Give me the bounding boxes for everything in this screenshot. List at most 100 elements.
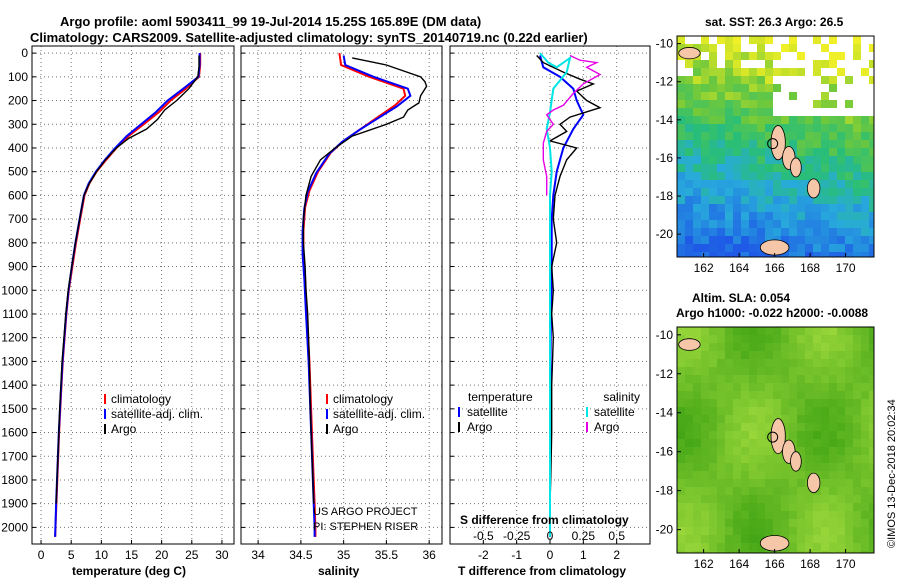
sst_map-cell bbox=[693, 244, 701, 252]
sla_map-cell bbox=[749, 383, 757, 391]
sla_map-cell bbox=[837, 487, 845, 495]
sla_map-cell bbox=[733, 487, 741, 495]
sla-map-subtitle: Argo h1000: -0.022 h2000: -0.0088 bbox=[676, 306, 868, 320]
sla_map-cell bbox=[717, 327, 725, 335]
sla_map-cell bbox=[701, 399, 709, 407]
sst_map-cell bbox=[853, 140, 861, 148]
sla_map-cell bbox=[861, 511, 869, 519]
sla_map-cell bbox=[869, 327, 874, 335]
sla_map-cell bbox=[821, 519, 829, 527]
sst_map-cell bbox=[757, 172, 765, 180]
sst_map-cell bbox=[853, 252, 861, 257]
sla_map-cell bbox=[837, 343, 845, 351]
sst_map-cell bbox=[725, 180, 733, 188]
sla_map-cell bbox=[757, 351, 765, 359]
sla_map-cell bbox=[741, 503, 749, 511]
sla_map-cell bbox=[701, 351, 709, 359]
sla_map-cell bbox=[677, 447, 685, 455]
sla_map-cell bbox=[765, 375, 773, 383]
sst_map-cell bbox=[821, 44, 829, 52]
sst_map-cell bbox=[837, 180, 845, 188]
sst_map-cell bbox=[821, 164, 829, 172]
sla_map-cell bbox=[773, 503, 781, 511]
sla_map-cell bbox=[813, 431, 821, 439]
sla_map-cell bbox=[789, 335, 797, 343]
sla_map-cell bbox=[813, 551, 821, 553]
sst_map-cell bbox=[693, 124, 701, 132]
sla_map-cell bbox=[717, 415, 725, 423]
sla_map-cell bbox=[781, 471, 789, 479]
sst_map-cell bbox=[813, 244, 821, 252]
sla_map-cell bbox=[789, 415, 797, 423]
sla_map-cell bbox=[781, 519, 789, 527]
sla_map-cell bbox=[805, 327, 813, 335]
sst_map-cell bbox=[693, 84, 701, 92]
sst_map-cell bbox=[749, 244, 757, 252]
sla_map-cell bbox=[677, 431, 685, 439]
sla_map-cell bbox=[709, 447, 717, 455]
sst_map-cell bbox=[725, 228, 733, 236]
difference-xtick-label: -1 bbox=[511, 548, 522, 562]
sst_map-cell bbox=[701, 100, 709, 108]
sst_map-cell bbox=[693, 76, 701, 84]
sst_map-cell bbox=[773, 204, 781, 212]
sst_map-cell bbox=[741, 124, 749, 132]
depth-tick-label: 500 bbox=[8, 165, 28, 179]
sla_map-cell bbox=[765, 479, 773, 487]
sla_map-cell bbox=[861, 359, 869, 367]
sla_map-cell bbox=[821, 447, 829, 455]
sla_map-cell bbox=[701, 455, 709, 463]
sla_map-cell bbox=[749, 439, 757, 447]
sst_map-cell bbox=[861, 228, 869, 236]
sla_map-cell bbox=[773, 375, 781, 383]
sla_map-cell bbox=[853, 487, 861, 495]
sla_map-island bbox=[790, 451, 802, 472]
sla_map-cell bbox=[821, 535, 829, 543]
sst_map-cell bbox=[709, 108, 717, 116]
sst_map-cell bbox=[821, 244, 829, 252]
sst_map-cell bbox=[781, 124, 789, 132]
sla_map-cell bbox=[869, 519, 874, 527]
sst_map-cell bbox=[853, 188, 861, 196]
sst_map-cell bbox=[741, 140, 749, 148]
sla_map-cell bbox=[853, 423, 861, 431]
sla_map-cell bbox=[861, 399, 869, 407]
temperature-panel: 0 5 10 15 20 25 300100200300400500600700800900… bbox=[1, 45, 235, 562]
sla_map-cell bbox=[709, 439, 717, 447]
sst_map-cell bbox=[805, 220, 813, 228]
sla_map-cell bbox=[789, 543, 797, 551]
depth-tick-label: 1700 bbox=[1, 449, 28, 463]
sst_map-cell bbox=[837, 156, 845, 164]
sla_map-cell bbox=[677, 479, 685, 487]
sla_map-cell bbox=[741, 415, 749, 423]
sla_map-cell bbox=[797, 343, 805, 351]
sla_map-cell bbox=[845, 399, 853, 407]
sst_map-cell bbox=[741, 148, 749, 156]
sla_map-cell bbox=[853, 495, 861, 503]
sla_map-cell bbox=[685, 535, 693, 543]
sla_map-cell bbox=[717, 375, 725, 383]
sst_map-island bbox=[770, 125, 786, 161]
sla_map-cell bbox=[837, 463, 845, 471]
sla_map-cell bbox=[701, 431, 709, 439]
sla_map-cell bbox=[797, 367, 805, 375]
sst_map-cell bbox=[765, 36, 773, 44]
sst_map-cell bbox=[757, 132, 765, 140]
sla_map-cell bbox=[813, 415, 821, 423]
temperature-series-climatology bbox=[54, 53, 202, 537]
sst_map-cell bbox=[821, 220, 829, 228]
sst_map-cell bbox=[749, 204, 757, 212]
sst_map-cell bbox=[725, 148, 733, 156]
sla_map-cell bbox=[805, 487, 813, 495]
sla_map-cell bbox=[813, 447, 821, 455]
sst_map-cell bbox=[837, 196, 845, 204]
sst_map-cell bbox=[829, 84, 837, 92]
sst_map-cell bbox=[733, 52, 741, 60]
salinity-xlabel: salinity bbox=[318, 564, 360, 578]
sla_map-cell bbox=[861, 455, 869, 463]
sst_map-cell bbox=[733, 148, 741, 156]
sst_map-cell bbox=[821, 76, 829, 84]
sst_map-cell bbox=[853, 172, 861, 180]
sla_map-cell bbox=[797, 351, 805, 359]
sst_map-cell bbox=[733, 92, 741, 100]
